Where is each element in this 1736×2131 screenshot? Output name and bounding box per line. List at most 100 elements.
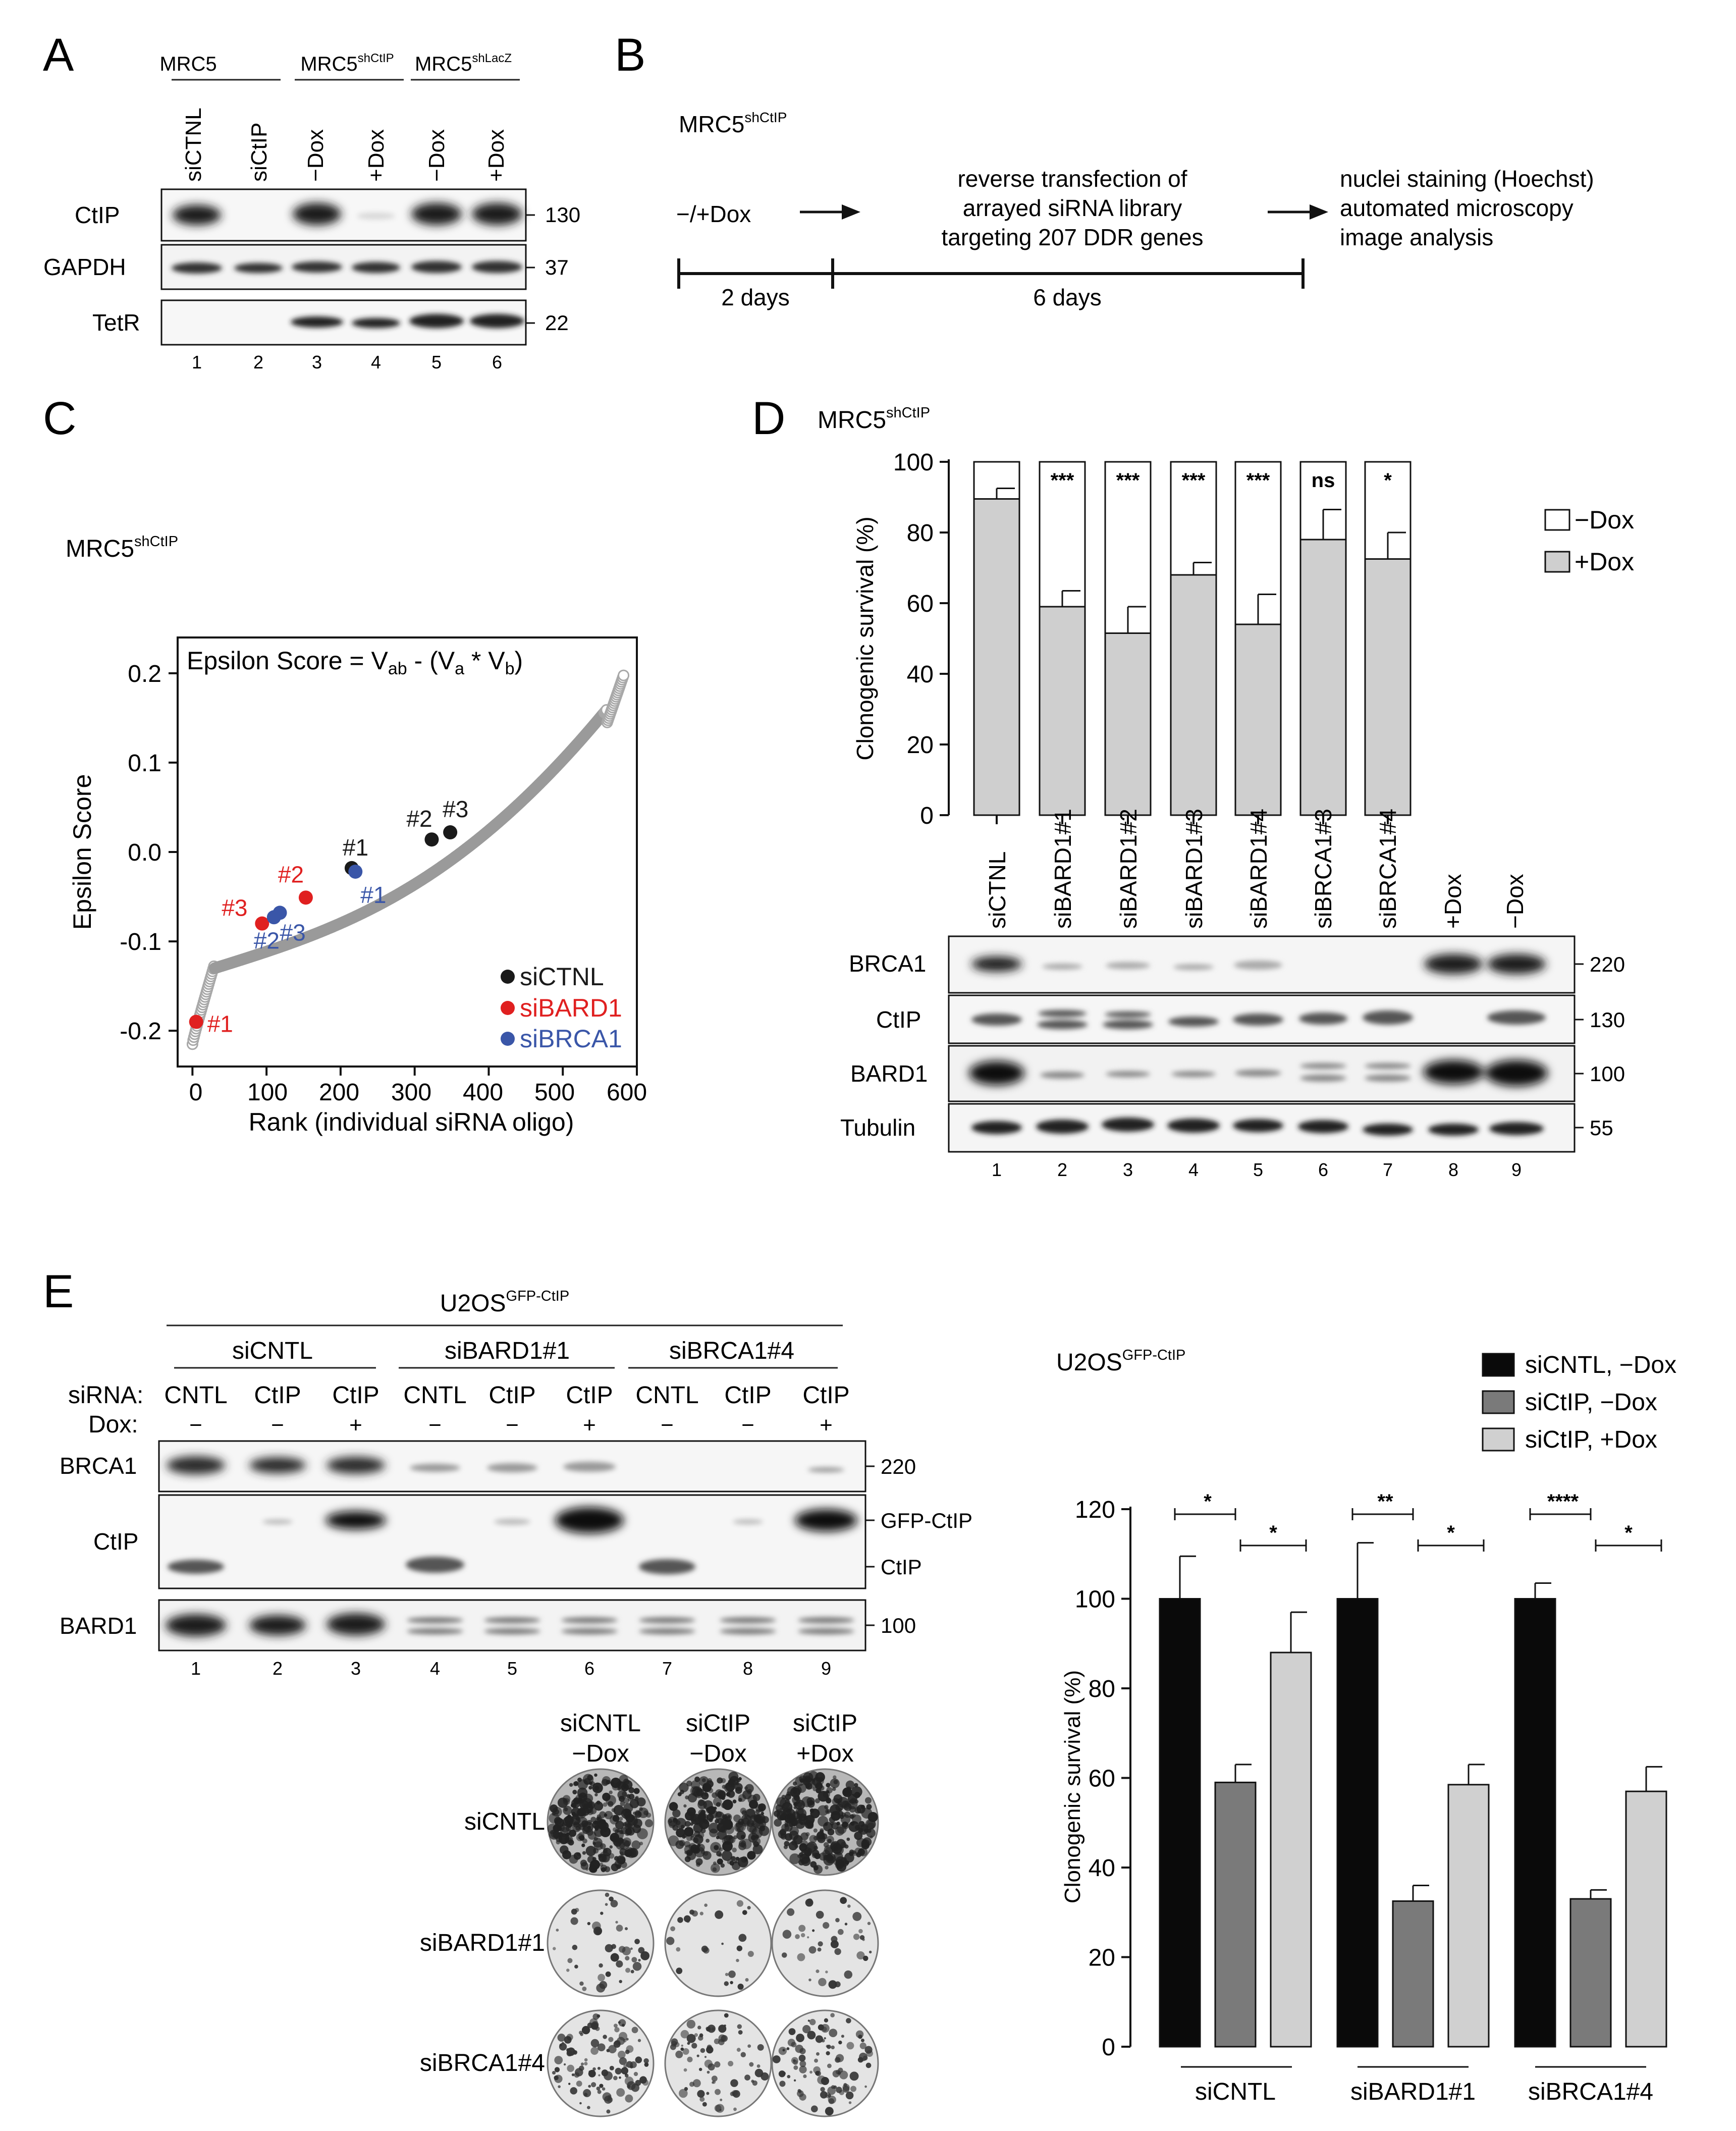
panel-e-sirna: CNTL CtIP CtIP CNTL CtIP CtIP CNTL CtIP … xyxy=(164,1382,849,1409)
colony xyxy=(835,2069,841,2074)
y-axis-label: Clonogenic survival (%) xyxy=(852,516,878,760)
colony xyxy=(558,2085,561,2088)
colony xyxy=(844,1812,851,1818)
colony xyxy=(823,1790,830,1798)
colony xyxy=(616,1925,623,1932)
highlight-point xyxy=(424,832,439,847)
colony xyxy=(732,1799,737,1804)
colony xyxy=(599,1851,611,1862)
colony xyxy=(850,1821,855,1826)
colony xyxy=(605,1944,613,1953)
colony xyxy=(610,1777,621,1788)
colony xyxy=(784,1841,790,1847)
dox-label: + xyxy=(820,1413,833,1437)
colony xyxy=(825,1866,829,1870)
colony xyxy=(682,2048,689,2055)
colony xyxy=(837,1929,844,1935)
blot-lane-label: −Dox xyxy=(1502,874,1528,929)
colony xyxy=(635,2080,641,2086)
legend-marker xyxy=(501,1032,515,1046)
x-tick-label: 400 xyxy=(463,1079,503,1106)
colony xyxy=(700,2048,706,2053)
colony xyxy=(717,1822,727,1832)
colony xyxy=(864,2046,873,2054)
plate-col-label: +Dox xyxy=(796,1740,853,1767)
colony xyxy=(814,2058,819,2063)
lane-number: 9 xyxy=(821,1658,831,1679)
colony xyxy=(578,2031,583,2035)
significance-label: *** xyxy=(1246,469,1270,492)
dox-label: + xyxy=(583,1413,596,1437)
step-line: arrayed siRNA library xyxy=(963,195,1182,221)
legend-swatch xyxy=(1544,509,1570,531)
plate-row-label: siBRCA1#4 xyxy=(420,2050,545,2076)
colony xyxy=(835,1856,846,1867)
colony xyxy=(699,1911,703,1915)
colony xyxy=(798,2054,806,2062)
plate-col-label: siCtIP xyxy=(793,1710,857,1737)
colony xyxy=(575,2068,583,2076)
colony xyxy=(851,1786,862,1797)
significance-label: *** xyxy=(1051,469,1074,492)
colony xyxy=(587,1922,591,1926)
lane-number: 8 xyxy=(743,1658,753,1679)
colony xyxy=(828,1980,837,1989)
colony xyxy=(686,1780,692,1787)
colony xyxy=(858,1929,863,1934)
colony xyxy=(697,2035,703,2041)
colony xyxy=(597,2090,602,2094)
step-transfection: reverse transfection of arrayed siRNA li… xyxy=(941,166,1203,250)
colony xyxy=(793,1806,797,1809)
colony xyxy=(779,1815,785,1820)
colony xyxy=(568,1839,574,1846)
colony xyxy=(562,2042,564,2044)
lane-number: 2 xyxy=(1057,1159,1067,1180)
colony xyxy=(861,1807,873,1819)
colony xyxy=(839,2070,848,2080)
mw-marker: 220 xyxy=(881,1455,916,1478)
colony xyxy=(734,1860,738,1864)
colony xyxy=(625,2049,630,2054)
y-tick-label: 0.1 xyxy=(128,750,161,777)
colony xyxy=(613,2023,618,2028)
colony xyxy=(858,2052,867,2061)
bar-plus-dox xyxy=(1299,539,1347,816)
colony xyxy=(570,1803,575,1807)
colony xyxy=(644,1819,653,1828)
colony xyxy=(788,2028,796,2036)
colony xyxy=(566,2050,573,2057)
significance-label: * xyxy=(1447,1522,1455,1544)
colony xyxy=(840,1897,847,1904)
colony xyxy=(694,2033,698,2037)
colony xyxy=(672,1809,681,1818)
timeline xyxy=(677,258,1305,289)
colony xyxy=(847,1904,851,1908)
colony xyxy=(717,1777,723,1784)
y-tick-label: 0 xyxy=(1102,2034,1115,2061)
colony xyxy=(787,1814,796,1823)
colony xyxy=(842,1787,852,1797)
colony xyxy=(736,1945,743,1951)
x-axis-label: Rank (individual siRNA oligo) xyxy=(249,1108,574,1136)
colony xyxy=(592,1838,603,1848)
colony xyxy=(697,1843,701,1847)
blot-e-bard1 xyxy=(158,1599,866,1651)
colony xyxy=(821,2023,830,2033)
legend-swatch xyxy=(1482,1427,1515,1452)
sirna-label: CtIP xyxy=(724,1382,771,1409)
colony xyxy=(744,1858,748,1862)
colony xyxy=(800,1933,805,1938)
bar xyxy=(1392,1900,1434,2048)
x-tick-label: 200 xyxy=(319,1079,359,1106)
colony xyxy=(824,1805,829,1809)
colony xyxy=(712,2080,716,2084)
colony xyxy=(864,2085,867,2088)
row-label: CtIP xyxy=(876,1006,921,1033)
colony xyxy=(623,1780,633,1790)
step-imaging: nuclei staining (Hoechst) automated micr… xyxy=(1340,166,1594,250)
blot-d-bard1 xyxy=(948,1045,1576,1102)
colony xyxy=(718,1794,722,1798)
sirna-label: CtIP xyxy=(332,1382,379,1409)
colony xyxy=(746,1819,754,1827)
colony xyxy=(869,1950,872,1954)
